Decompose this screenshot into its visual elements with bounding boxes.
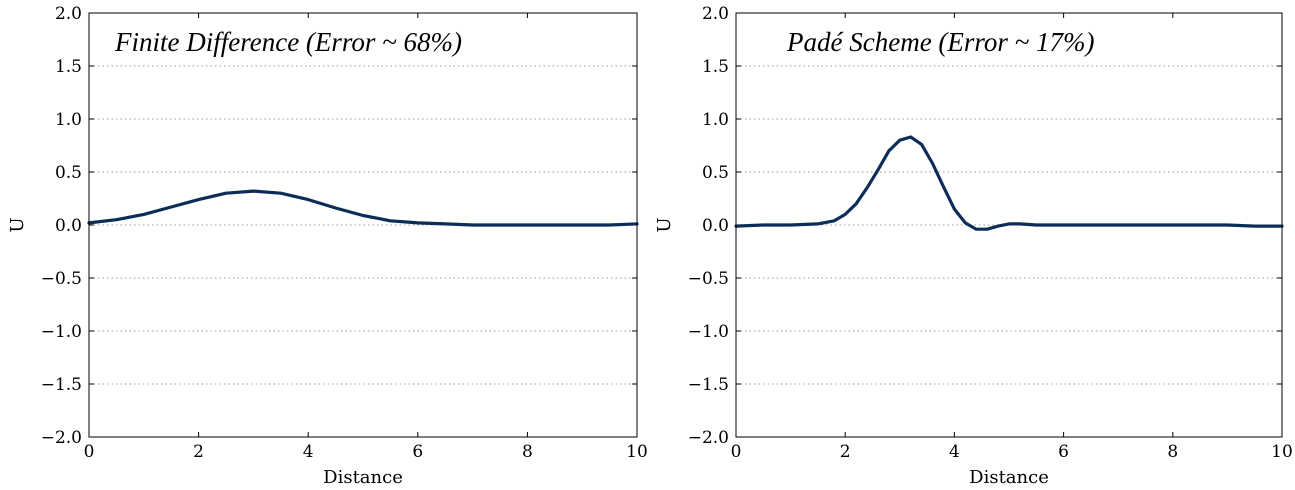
y-tick-label: −0.5 [688, 269, 729, 289]
y-tick-label: 0.0 [55, 216, 82, 236]
x-tick-label: 2 [840, 442, 851, 462]
y-tick-label: 2.0 [702, 4, 729, 24]
panel-finite-difference: −2.0 −1.5 −1.0 −0.5 0.0 0.5 1.0 1.5 2.0 0 2 4 6 8 10 Di… [7, 4, 648, 488]
y-tick-label: 0.5 [55, 163, 82, 183]
x-tick-label: 2 [193, 442, 204, 462]
y-axis-label: U [7, 217, 28, 232]
x-tick-label: 8 [1167, 442, 1178, 462]
y-tick-label: 1.5 [55, 57, 82, 77]
x-tick-label: 4 [303, 442, 314, 462]
y-axis-label: U [654, 217, 675, 232]
y-tick-label: 1.0 [702, 110, 729, 130]
y-tick-label: −2.0 [41, 428, 82, 448]
x-tick-label: 0 [84, 442, 95, 462]
x-tick-label: 6 [412, 442, 423, 462]
x-tick-label: 10 [1271, 442, 1293, 462]
y-tick-label: 0.5 [702, 163, 729, 183]
x-tick-label: 0 [731, 442, 742, 462]
y-tick-label: −1.5 [41, 375, 82, 395]
panel-title: Padé Scheme (Error ~ 17%) [786, 27, 1095, 57]
y-tick-label: −0.5 [41, 269, 82, 289]
y-tick-label: 1.0 [55, 110, 82, 130]
panel-title: Finite Difference (Error ~ 68%) [114, 27, 462, 57]
y-tick-label: −1.5 [688, 375, 729, 395]
x-tick-label: 10 [626, 442, 648, 462]
series-line [87, 189, 639, 227]
x-axis-label: Distance [323, 467, 403, 488]
series-line [734, 135, 1284, 231]
y-tick-label: −2.0 [688, 428, 729, 448]
y-tick-label: 2.0 [55, 4, 82, 24]
y-tick-label: 0.0 [702, 216, 729, 236]
panel-pade-scheme: −2.0 −1.5 −1.0 −0.5 0.0 0.5 1.0 1.5 2.0 0 2 4 6 8 10 Di… [654, 4, 1293, 488]
y-tick-label: −1.0 [41, 322, 82, 342]
x-tick-label: 4 [949, 442, 960, 462]
x-tick-label: 6 [1058, 442, 1069, 462]
y-tick-label: −1.0 [688, 322, 729, 342]
x-tick-label: 8 [522, 442, 533, 462]
plot-frame [735, 12, 1283, 438]
x-axis-label: Distance [969, 467, 1049, 488]
plot-frame [88, 12, 638, 438]
y-tick-label: 1.5 [702, 57, 729, 77]
